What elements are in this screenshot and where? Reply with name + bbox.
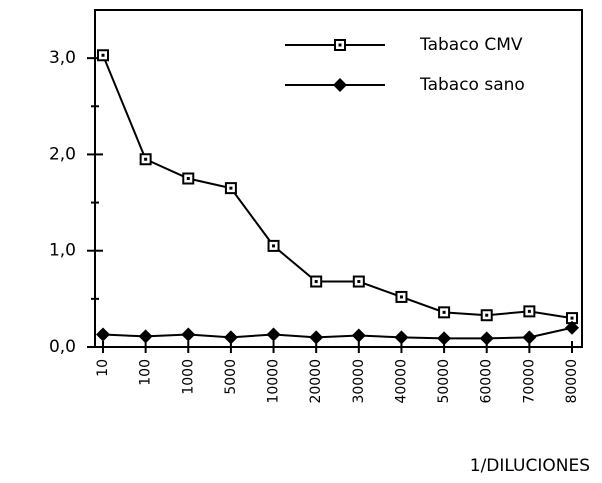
legend-label: Tabaco sano xyxy=(419,75,525,95)
marker-dot xyxy=(186,177,190,180)
marker-diamond xyxy=(181,327,196,342)
x-tick-label: 30000 xyxy=(351,359,367,404)
x-tick-label: 100 xyxy=(138,359,154,386)
plot-frame xyxy=(94,9,583,348)
marker-diamond xyxy=(565,320,579,335)
marker-dot xyxy=(272,244,276,248)
marker-dot xyxy=(485,313,489,317)
marker-diamond xyxy=(333,78,347,92)
marker-dot xyxy=(442,310,446,314)
marker-dot xyxy=(314,280,318,284)
y-tick-label: 2,0 xyxy=(49,144,76,164)
marker-diamond xyxy=(394,330,409,345)
marker-diamond xyxy=(96,327,110,342)
y-tick-label: 3,0 xyxy=(49,48,76,68)
marker-diamond xyxy=(223,330,238,345)
marker-diamond xyxy=(266,327,281,342)
marker-diamond xyxy=(309,330,324,345)
marker-dot xyxy=(399,295,403,299)
marker-dot xyxy=(229,186,233,190)
marker-diamond xyxy=(437,331,452,346)
x-tick-label: 70000 xyxy=(521,359,537,404)
marker-dot xyxy=(357,280,361,284)
marker-diamond xyxy=(479,331,494,346)
y-tick-label: 1,0 xyxy=(49,241,76,261)
marker-dot xyxy=(570,316,574,320)
marker-dot xyxy=(144,157,148,161)
x-axis-label: 1/DILUCIONES xyxy=(470,456,590,476)
x-tick-label: 1000 xyxy=(180,359,196,395)
marker-diamond xyxy=(351,328,366,343)
x-tick-label: 40000 xyxy=(393,359,409,404)
x-tick-label: 80000 xyxy=(564,359,580,404)
x-tick-label: 60000 xyxy=(479,359,495,404)
x-tick-label: 50000 xyxy=(436,359,452,404)
y-tick-label: 0,0 xyxy=(49,337,76,357)
series-line xyxy=(102,326,573,340)
marker-dot xyxy=(527,309,531,313)
series-line xyxy=(102,54,573,320)
marker-diamond xyxy=(522,330,537,345)
marker-dot xyxy=(338,43,342,47)
x-tick-label: 20000 xyxy=(308,359,324,404)
marker-diamond xyxy=(138,329,153,344)
x-tick-label: 10000 xyxy=(266,359,282,404)
marker-dot xyxy=(101,53,105,57)
legend-label: Tabaco CMV xyxy=(419,35,523,55)
x-tick-label: 5000 xyxy=(223,359,239,395)
x-tick-label: 10 xyxy=(95,359,111,377)
